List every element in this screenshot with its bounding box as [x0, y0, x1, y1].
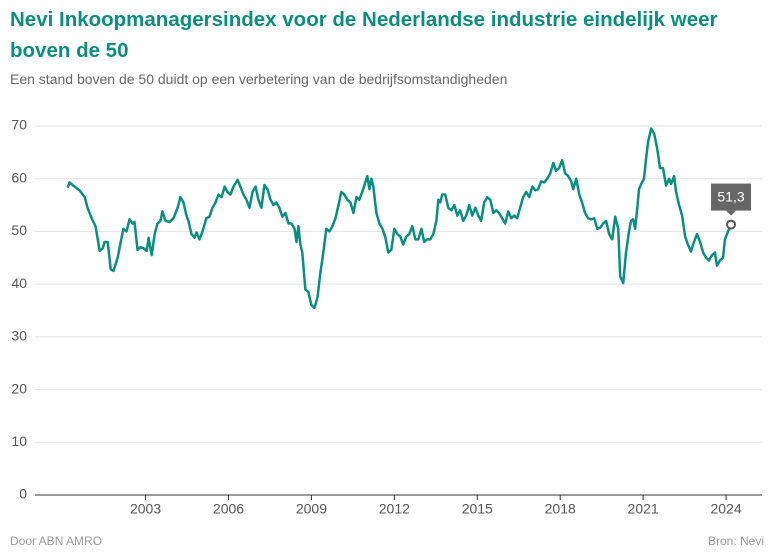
data-line — [66, 127, 733, 310]
credit: Door ABN AMRO — [10, 534, 102, 548]
x-tick-label: 2021 — [628, 501, 659, 517]
x-tick-label: 2012 — [379, 501, 410, 517]
y-tick-label: 20 — [11, 380, 27, 396]
annotation-marker — [726, 219, 737, 230]
y-tick-label: 10 — [11, 433, 27, 449]
y-tick-label: 0 — [19, 486, 27, 502]
y-tick-label: 50 — [11, 222, 27, 238]
x-tick-label: 2006 — [213, 501, 244, 517]
annotation-pointer — [726, 210, 737, 216]
source: Bron: Nevi — [708, 534, 764, 548]
y-tick-label: 40 — [11, 275, 27, 291]
x-tick-label: 2024 — [710, 501, 741, 517]
y-tick-label: 70 — [11, 117, 27, 133]
x-tick-label: 2018 — [545, 501, 576, 517]
annotation-label: 51,3 — [717, 188, 744, 204]
x-tick-label: 2009 — [296, 501, 327, 517]
y-tick-label: 60 — [11, 169, 27, 185]
y-tick-label: 30 — [11, 328, 27, 344]
chart-subtitle: Een stand boven de 50 duidt op een verbe… — [10, 71, 508, 87]
annotation-box — [711, 183, 752, 211]
x-tick-label: 2003 — [130, 501, 161, 517]
chart-title: Nevi Inkoopmanagersindex voor de Nederla… — [10, 8, 718, 62]
x-tick-label: 2015 — [462, 501, 493, 517]
